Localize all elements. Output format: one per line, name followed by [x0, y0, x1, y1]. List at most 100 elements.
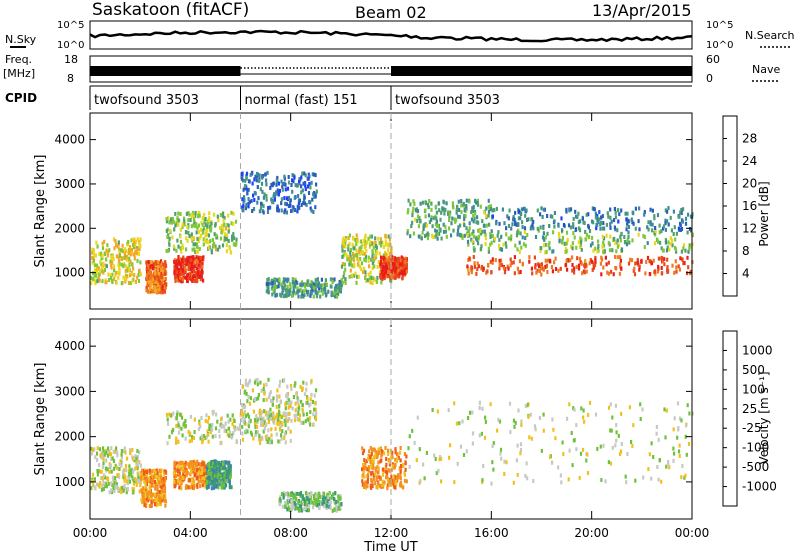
data-cell	[179, 239, 183, 244]
data-cell	[209, 471, 212, 476]
data-cell	[154, 275, 157, 280]
data-cell	[246, 412, 249, 417]
data-cell	[383, 451, 386, 456]
data-cell	[315, 498, 318, 503]
data-cell	[270, 414, 273, 419]
data-cell	[571, 463, 574, 468]
data-cell	[513, 255, 516, 260]
data-cell	[208, 482, 211, 487]
data-cell	[375, 477, 378, 482]
data-cell	[298, 492, 301, 496]
data-cell	[265, 382, 268, 387]
data-cell	[309, 397, 312, 402]
data-cell	[212, 243, 215, 248]
data-cell	[503, 266, 506, 271]
data-cell	[225, 243, 228, 248]
data-cell	[136, 275, 139, 280]
data-cell	[219, 213, 222, 217]
data-cell	[382, 273, 385, 278]
data-cell	[572, 216, 575, 221]
data-cell	[137, 273, 140, 277]
data-cell	[120, 281, 123, 286]
data-cell	[341, 238, 344, 243]
data-cell	[467, 271, 470, 276]
data-cell	[487, 246, 490, 251]
data-cell	[116, 244, 119, 249]
data-cell	[264, 172, 267, 177]
data-cell	[211, 411, 215, 416]
data-cell	[253, 380, 257, 385]
data-cell	[162, 262, 165, 267]
data-cell	[265, 289, 268, 294]
data-cell	[686, 403, 689, 408]
data-cell	[667, 461, 670, 466]
data-cell	[172, 427, 175, 432]
data-cell	[523, 226, 527, 231]
data-cell	[377, 481, 380, 486]
data-cell	[632, 221, 635, 226]
data-cell	[149, 279, 152, 284]
data-cell	[206, 429, 209, 434]
data-cell	[245, 428, 248, 433]
data-cell	[472, 219, 475, 224]
data-cell	[386, 483, 389, 488]
data-cell	[114, 476, 117, 481]
data-cell	[147, 495, 151, 500]
data-cell	[202, 438, 205, 443]
data-cell	[516, 472, 519, 477]
data-cell	[120, 262, 123, 267]
data-cell	[219, 441, 222, 446]
data-cell	[310, 291, 313, 295]
data-cell	[356, 239, 359, 244]
data-cell	[350, 256, 353, 261]
data-cell	[105, 484, 108, 489]
data-cell	[266, 439, 269, 444]
data-cell	[674, 237, 677, 242]
noise-right-tick-top: 10^5	[706, 20, 733, 31]
data-cell	[315, 294, 319, 299]
data-cell	[234, 219, 238, 224]
data-cell	[145, 478, 148, 483]
data-cell	[455, 218, 458, 223]
data-cell	[445, 201, 448, 206]
data-cell	[224, 226, 228, 231]
data-cell	[610, 219, 613, 224]
data-cell	[260, 181, 264, 186]
data-cell	[438, 208, 441, 213]
data-cell	[616, 228, 619, 233]
data-cell	[540, 262, 543, 267]
data-cell	[507, 223, 511, 228]
data-cell	[226, 461, 229, 466]
data-cell	[218, 429, 221, 433]
data-cell	[291, 406, 294, 411]
data-cell	[381, 256, 384, 261]
data-cell	[249, 419, 252, 423]
data-cell	[93, 273, 96, 278]
data-cell	[470, 270, 473, 275]
data-cell	[261, 189, 264, 194]
data-cell	[337, 499, 340, 504]
data-cell	[161, 290, 164, 295]
data-cell	[540, 246, 543, 251]
data-cell	[292, 205, 295, 210]
data-cell	[179, 212, 182, 216]
data-cell	[205, 413, 208, 418]
data-cell	[348, 256, 351, 261]
data-cell	[481, 219, 484, 224]
data-cell	[92, 483, 95, 488]
data-cell	[150, 260, 153, 265]
data-cell	[540, 272, 543, 277]
data-cell	[144, 481, 147, 486]
data-cell	[191, 476, 194, 481]
data-cell	[403, 478, 407, 483]
data-cell	[122, 474, 125, 479]
data-cell	[306, 289, 310, 294]
data-cell	[135, 465, 138, 470]
data-cell	[399, 262, 402, 267]
data-cell	[620, 411, 623, 416]
data-cell	[611, 445, 614, 450]
data-cell	[296, 491, 299, 496]
data-cell	[227, 426, 231, 431]
data-cell	[211, 461, 215, 466]
data-cell	[219, 479, 222, 483]
